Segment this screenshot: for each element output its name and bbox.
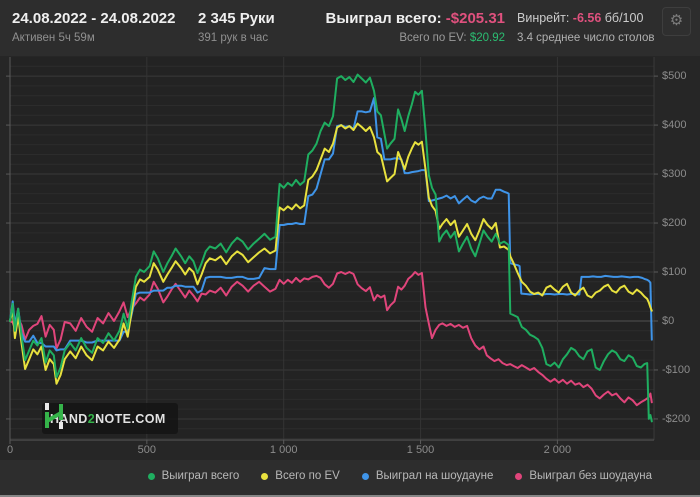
y-tick-label: -$100 <box>662 363 691 376</box>
legend-item-ev[interactable]: Всего по EV <box>261 470 340 482</box>
x-tick-label: 0 <box>6 444 14 456</box>
legend-dot-total <box>147 472 155 480</box>
x-tick-label: 500 <box>137 444 157 456</box>
legend-label-nonshowdown: Выиграл без шоудауна <box>529 470 652 482</box>
bottom-window-edge <box>0 495 700 497</box>
active-time: Активен 5ч 59м <box>12 32 95 44</box>
y-tick-label: -$200 <box>662 412 691 425</box>
avg-tables: 3.4 среднее число столов <box>517 32 655 44</box>
x-tick-label: 1 000 <box>269 444 298 456</box>
legend-bar: Выиграл всего Всего по EV Выиграл на шоу… <box>0 460 700 495</box>
ev-total-label: Всего по EV: <box>399 32 470 44</box>
legend-item-showdown[interactable]: Выиграл на шоудауне <box>361 470 494 482</box>
winrate-value: -6.56 <box>572 11 602 25</box>
won-total-line: Выиграл всего: -$205.31 <box>295 9 505 28</box>
x-tick-label: 1 500 <box>406 444 435 456</box>
legend-label-ev: Всего по EV <box>275 470 340 482</box>
x-tick-label: 2 000 <box>543 444 572 456</box>
ev-total-value: $20.92 <box>469 32 505 44</box>
chart-plot-area[interactable] <box>0 56 700 460</box>
winrate-line: Винрейт: -6.56 бб/100 <box>517 9 655 28</box>
session-dates-group: 24.08.2022 - 24.08.2022 Активен 5ч 59м <box>12 9 175 46</box>
y-tick-label: $100 <box>662 266 687 278</box>
winnings-chart[interactable]: $500 $400 $300 $200 $100 $0 -$100 -$200 0 500 1 0… <box>0 56 700 460</box>
winrate-label: Винрейт: <box>517 11 573 25</box>
winnings-group: Выиграл всего: -$205.31 Всего по EV: $20… <box>295 9 505 46</box>
legend-dot-nonshowdown <box>515 472 523 480</box>
hands-group: 2 345 Руки 391 рук в час <box>198 9 275 46</box>
hand2note-watermark: HAND2NOTE.COM <box>42 403 178 434</box>
y-tick-label: $200 <box>662 217 687 230</box>
ev-total-line: Всего по EV: $20.92 <box>295 30 505 46</box>
legend-item-nonshowdown[interactable]: Выиграл без шоудауна <box>515 470 652 482</box>
winrate-units: бб/100 <box>601 11 644 25</box>
legend-label-total: Выиграл всего <box>161 470 240 482</box>
y-tick-label: $0 <box>662 314 675 327</box>
legend-dot-showdown <box>361 472 369 480</box>
legend-dot-ev <box>261 472 269 480</box>
hands-per-hour: 391 рук в час <box>198 32 269 44</box>
gear-icon: ⚙ <box>669 12 684 29</box>
winrate-group: Винрейт: -6.56 бб/100 3.4 среднее число … <box>517 9 655 46</box>
stats-header: 24.08.2022 - 24.08.2022 Активен 5ч 59м 2… <box>0 0 700 57</box>
date-range: 24.08.2022 - 24.08.2022 <box>12 10 176 27</box>
hand2note-logo-icon <box>45 403 63 429</box>
brand-post: NOTE.COM <box>95 411 166 426</box>
y-tick-label: $500 <box>662 70 687 83</box>
watermark-text: HAND2NOTE.COM <box>50 412 166 426</box>
y-tick-label: $400 <box>662 119 687 132</box>
y-tick-label: $300 <box>662 168 687 181</box>
brand-mid: 2 <box>87 411 96 426</box>
won-total-value: -$205.31 <box>445 10 505 27</box>
legend-label-showdown: Выиграл на шоудауне <box>375 470 494 482</box>
chart-legend: Выиграл всего Всего по EV Выиграл на шоу… <box>147 470 652 482</box>
won-total-label: Выиграл всего: <box>325 10 446 27</box>
settings-button[interactable]: ⚙ <box>662 7 691 36</box>
hands-total: 2 345 Руки <box>198 10 275 27</box>
legend-item-total[interactable]: Выиграл всего <box>147 470 240 482</box>
